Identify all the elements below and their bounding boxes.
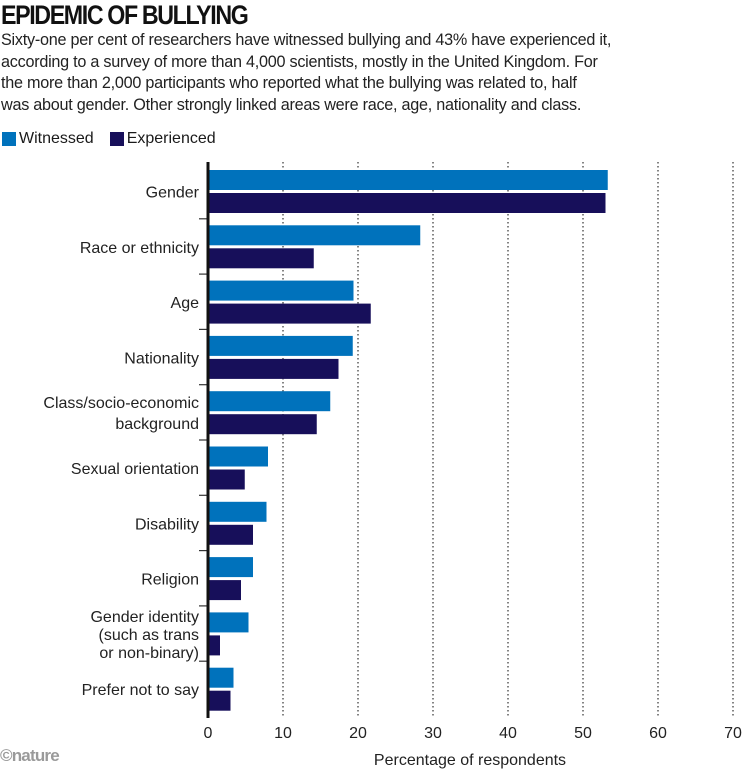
subtitle-line: was about gender. Other strongly linked … [1, 95, 582, 114]
bar-witnessed [208, 170, 608, 190]
subtitle-line: according to a survey of more than 4,000… [1, 52, 598, 71]
chart-title: EPIDEMIC OF BULLYING [1, 0, 249, 30]
nature-credit: ©nature [0, 746, 60, 765]
legend: Witnessed Experienced [2, 130, 216, 148]
bar-witnessed [208, 501, 267, 522]
bar-experienced [208, 248, 314, 269]
bar-witnessed [208, 391, 331, 412]
x-axis-title: Percentage of respondents [374, 752, 566, 769]
x-tick-label: 20 [349, 725, 367, 742]
bar-witnessed [208, 335, 353, 356]
bar-witnessed [208, 667, 234, 688]
bar-witnessed [208, 225, 421, 246]
category-label: Age [171, 295, 200, 312]
category-label: (such as trans [99, 627, 199, 644]
subtitle-line: the more than 2,000 participants who rep… [1, 74, 577, 92]
x-tick-label: 50 [574, 725, 592, 742]
bar-experienced [208, 524, 253, 545]
bar-experienced [208, 358, 339, 379]
bar-experienced [208, 469, 245, 490]
legend-label: Experienced [126, 130, 216, 147]
bar-witnessed [208, 612, 249, 633]
chart-subtitle: Sixty-one per cent of researchers have w… [1, 30, 751, 116]
x-tick-label: 30 [424, 725, 442, 742]
category-label: or non-binary) [99, 645, 199, 662]
category-label: Disability [135, 516, 199, 533]
category-label: Prefer not to say [82, 682, 199, 699]
legend-item-witnessed: Witnessed [2, 130, 94, 148]
category-label: Gender identity [90, 609, 199, 626]
x-tick-label: 70 [724, 725, 742, 742]
x-tick-label: 0 [204, 725, 213, 742]
x-tick-label: 60 [649, 725, 667, 742]
bar-witnessed [208, 557, 253, 578]
category-label: Class/socio-economic [43, 395, 199, 412]
legend-label: Witnessed [19, 130, 94, 147]
category-label: Gender [146, 185, 200, 202]
bar-experienced [208, 193, 606, 213]
legend-swatch-witnessed [2, 132, 16, 146]
bar-witnessed [208, 280, 354, 301]
bar-experienced [208, 414, 317, 435]
legend-swatch-experienced [109, 132, 124, 146]
category-label: Race or ethnicity [80, 240, 199, 257]
x-tick-label: 10 [274, 725, 292, 742]
bar-witnessed [208, 446, 268, 467]
x-tick-label: 40 [499, 725, 517, 742]
category-label: Sexual orientation [71, 461, 199, 478]
category-label: Nationality [124, 350, 199, 367]
subtitle-line: Sixty-one per cent of researchers have w… [1, 31, 612, 49]
category-label: background [115, 416, 199, 433]
category-label: Religion [141, 572, 199, 589]
bar-experienced [208, 635, 220, 656]
bar-experienced [208, 303, 371, 324]
bar-experienced [208, 580, 241, 601]
bar-experienced [208, 690, 231, 711]
legend-item-experienced: Experienced [109, 130, 216, 148]
